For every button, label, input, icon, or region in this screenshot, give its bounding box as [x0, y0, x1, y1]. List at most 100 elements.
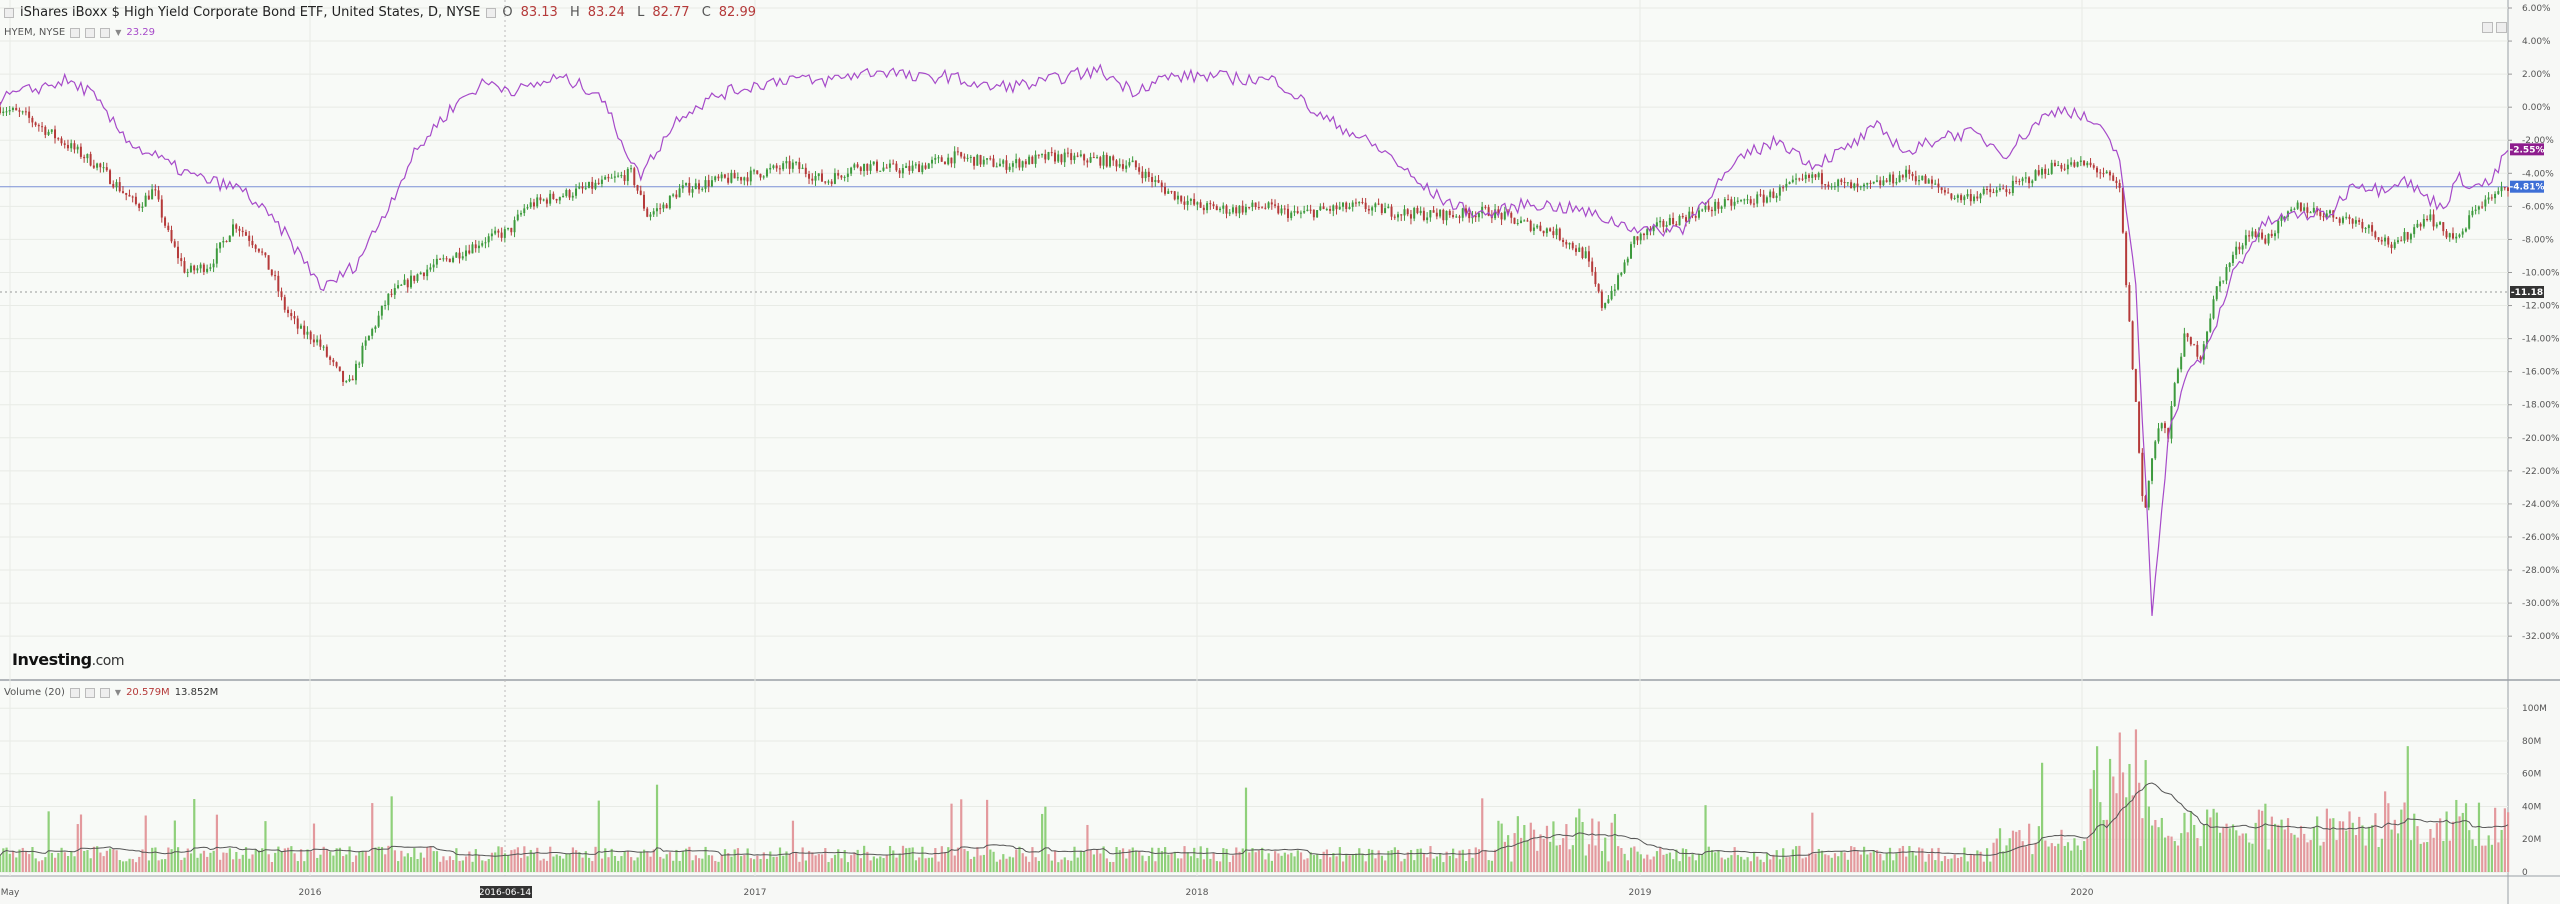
candle-up	[2367, 225, 2370, 229]
volume-bar-up	[707, 855, 710, 872]
candle-up	[2474, 209, 2477, 211]
volume-bar-down	[1788, 856, 1791, 872]
volume-bar-down	[1105, 858, 1108, 872]
volume-bar-up	[2500, 829, 2503, 872]
volume-bar-down	[387, 845, 390, 872]
candle-down	[2335, 217, 2338, 219]
candle-down	[351, 378, 354, 381]
volume-bar-up	[2471, 839, 2474, 872]
candle-down	[1707, 205, 1710, 210]
volume-bar-down	[646, 851, 649, 872]
volume-bar-up	[623, 851, 626, 872]
candle-down	[837, 173, 840, 176]
volume-bar-up	[2332, 818, 2335, 872]
volume-bar-down	[2225, 823, 2228, 872]
compare-dropdown-icon[interactable]: ▼	[115, 28, 122, 37]
volume-bar-up	[1892, 860, 1895, 872]
candle-up	[1934, 183, 1937, 185]
candle-down	[2319, 211, 2322, 217]
candle-down	[1105, 154, 1108, 167]
candle-down	[2083, 160, 2086, 166]
volume-bar-up	[1963, 847, 1966, 872]
candle-down	[1820, 173, 1823, 185]
volume-bar-up	[691, 860, 694, 872]
volume-bar-down	[225, 852, 228, 872]
candle-down	[1749, 199, 1752, 204]
volume-dropdown-icon[interactable]: ▼	[114, 688, 122, 697]
candle-up	[86, 154, 89, 159]
volume-bar-up	[173, 820, 176, 872]
volume-bar-up	[361, 851, 364, 872]
candle-up	[1167, 191, 1170, 194]
volume-bar-up	[2151, 825, 2154, 872]
volume-bar-up	[846, 862, 850, 872]
maximize-pane-icon[interactable]	[2496, 22, 2507, 33]
compare-remove-icon[interactable]	[100, 27, 111, 38]
candle-down	[1710, 209, 1713, 212]
candle-down	[2358, 220, 2361, 223]
volume-bar-down	[270, 861, 274, 872]
volume-bar-down	[2024, 846, 2028, 872]
candle-down	[31, 117, 34, 123]
volume-bar-down	[2261, 810, 2264, 872]
volume-bar-down	[2364, 845, 2367, 872]
candle-down	[1600, 291, 1603, 308]
candle-up	[2215, 286, 2218, 300]
volume-bar-up	[1008, 856, 1011, 872]
volume-remove-icon[interactable]	[99, 687, 110, 698]
candle-down	[2118, 183, 2121, 188]
volume-bar-down	[1733, 847, 1736, 872]
volume-bar-up	[1778, 859, 1782, 872]
candle-up	[2290, 209, 2293, 212]
candle-down	[2138, 401, 2141, 453]
volume-bar-up	[2183, 812, 2186, 872]
y-tick-label: -30.00%	[2522, 599, 2560, 609]
candle-up	[435, 258, 438, 265]
candle-down	[1562, 239, 1565, 243]
candle-down	[1393, 216, 1396, 218]
candle-down	[1911, 174, 1914, 177]
candle-down	[1261, 207, 1264, 209]
volume-bar-up	[1672, 859, 1675, 872]
candle-down	[1164, 186, 1167, 194]
y-tick-label: -24.00%	[2522, 500, 2560, 510]
volume-bar-up	[2280, 819, 2283, 872]
compare-visibility-icon[interactable]	[85, 27, 96, 38]
candle-down	[474, 244, 477, 249]
volume-bar-down	[1005, 858, 1008, 872]
volume-bar-up	[2367, 826, 2371, 872]
restore-pane-icon[interactable]	[2482, 22, 2493, 33]
candle-up	[299, 325, 302, 329]
volume-bar-down	[1099, 853, 1102, 872]
compare-settings-icon[interactable]	[70, 27, 81, 38]
volume-bar-up	[662, 858, 665, 872]
candle-down	[1432, 210, 1435, 213]
candle-down	[28, 111, 31, 118]
volume-bar-down	[2011, 830, 2015, 872]
volume-bar-down	[102, 856, 105, 872]
candle-up	[1196, 202, 1199, 205]
volume-bar-down	[1927, 854, 1930, 872]
eye-toggle-icon[interactable]	[486, 7, 497, 18]
candle-down	[1649, 229, 1652, 232]
candle-down	[1225, 205, 1228, 214]
volume-visibility-icon[interactable]	[84, 687, 95, 698]
candle-up	[2345, 216, 2348, 218]
symbol-menu-icon[interactable]	[4, 7, 14, 18]
candle-up	[827, 181, 830, 183]
volume-bar-down	[513, 849, 516, 872]
candle-up	[361, 345, 364, 364]
candle-up	[487, 236, 490, 243]
volume-bar-up	[1464, 861, 1468, 872]
candle-down	[1885, 180, 1888, 182]
volume-settings-icon[interactable]	[69, 687, 80, 698]
volume-bar-up	[2070, 850, 2073, 872]
candle-up	[2024, 177, 2027, 179]
volume-bar-down	[510, 850, 513, 872]
volume-bar-up	[578, 852, 581, 872]
candle-down	[1950, 193, 1953, 199]
candle-down	[1474, 215, 1477, 218]
volume-bar-down	[2167, 835, 2170, 872]
volume-bar-down	[743, 855, 746, 872]
